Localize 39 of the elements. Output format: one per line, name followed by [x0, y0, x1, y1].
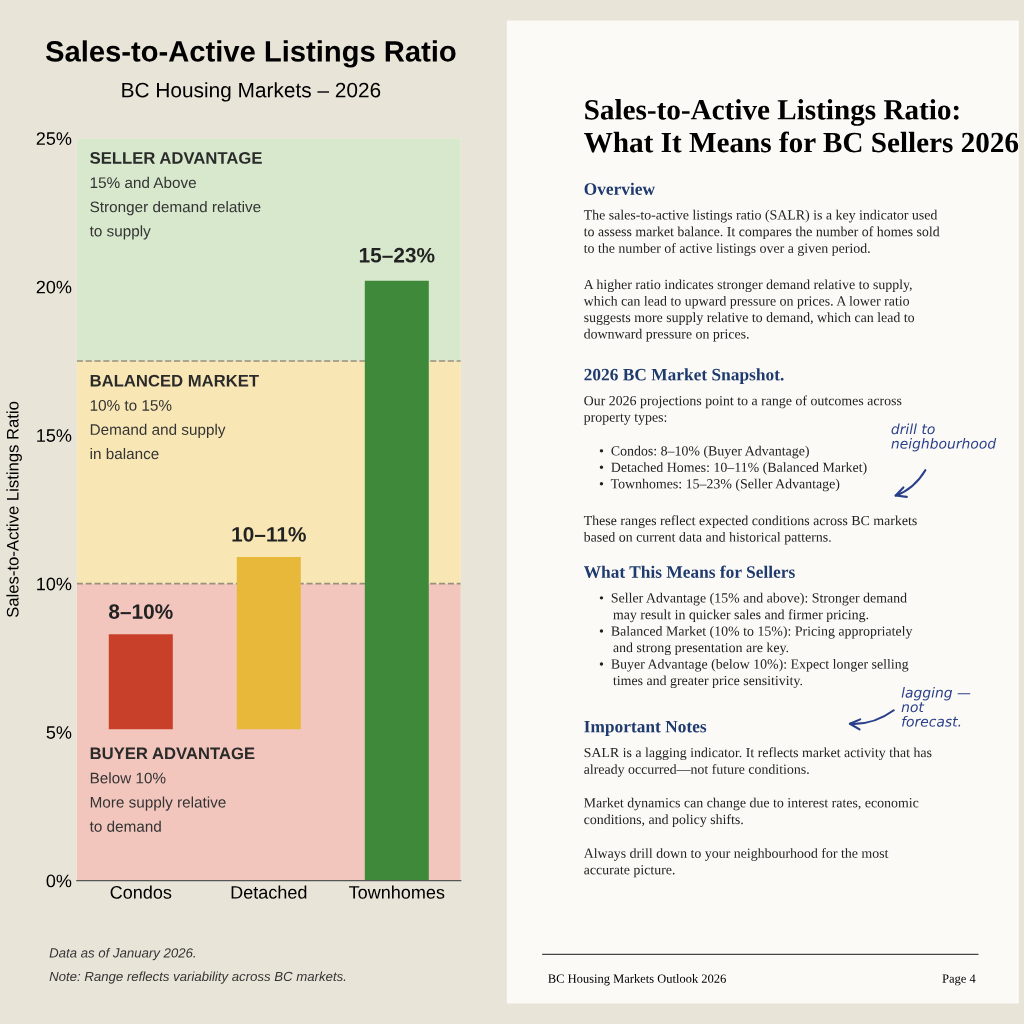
text: Data as of January 2026. [49, 947, 195, 961]
text: 2026 BC Market Snapshot. [584, 368, 784, 385]
text: BC Housing Markets Outlook 2026 [548, 974, 726, 986]
x-tick-label: Condos [110, 885, 172, 899]
text: Sales-to-Active Listings Ratio: What It Means for BC Sellers 2026 [584, 99, 1019, 153]
text: lagging — not forecast. [901, 686, 971, 727]
band-label: BUYER ADVANTAGE Below 10% More supply relative to demand [89, 747, 255, 832]
x-tick-label: Townhomes [349, 885, 445, 899]
text: Sales-to-Active Listings Ratio [6, 401, 22, 618]
text: drill to neighbourhood [891, 423, 997, 452]
y-tick-label: 25% [36, 132, 72, 145]
text: Overview [584, 182, 655, 195]
annotation: 15–23% [359, 247, 435, 263]
x-tick-label: Detached [231, 885, 307, 899]
y-tick-label: 15% [37, 429, 72, 442]
y-tick-label: 20% [36, 280, 72, 294]
band-label: SELLER ADVANTAGE 15% and Above Stronger demand relative to supply [89, 152, 262, 240]
text: Important Notes [584, 720, 707, 736]
chart-subtitle: BC Housing Markets – 2026 [122, 82, 381, 102]
band-label: BALANCED MARKET 10% to 15% Demand and supply in balance [90, 374, 259, 460]
text: Always drill down to your neighbourhood for the most accurate picture. [583, 848, 889, 878]
annotation: 8–10% [109, 604, 173, 619]
text: • Condos: 8–10% (Buyer Advantage) • Detached Homes: 10–11% (Balanced Market) • Townhomes: 15–23% (Seller Advantage) [599, 445, 867, 492]
text: SALR is a lagging indicator. It reflects market activity that has already occurred—not future conditions. [584, 747, 932, 777]
text: These ranges reflect expected conditions across BC markets based on current data and historical patterns. [583, 515, 917, 545]
annotation: 10–11% [232, 526, 306, 542]
bar [364, 280, 429, 881]
bar [108, 634, 173, 730]
y-axis-title: Sales-to-Active Listings Ratio [45, 40, 456, 68]
text: What This Means for Sellers [583, 565, 795, 578]
bar [236, 556, 301, 730]
text: Note: Range reflects variability across BC markets. [49, 971, 346, 984]
text: A higher ratio indicates stronger demand relative to supply, which can lead to upward pressure on prices. A lower ratio suggests more supply relative to demand, which can lead to downward pressure on prices. [583, 279, 915, 342]
text: Page 4 [942, 974, 976, 986]
y-tick-label: 0% [46, 874, 72, 888]
y-tick-label: 10% [37, 577, 72, 591]
text: The sales-to-active listings ratio (SALR) is a key indicator used to assess market balance. It compares the number of homes sold to the number of active listings over a given period. [583, 209, 940, 256]
text: Market dynamics can change due to interest rates, economic conditions, and policy shifts. [584, 797, 919, 827]
y-tick-label: 5% [46, 726, 72, 739]
